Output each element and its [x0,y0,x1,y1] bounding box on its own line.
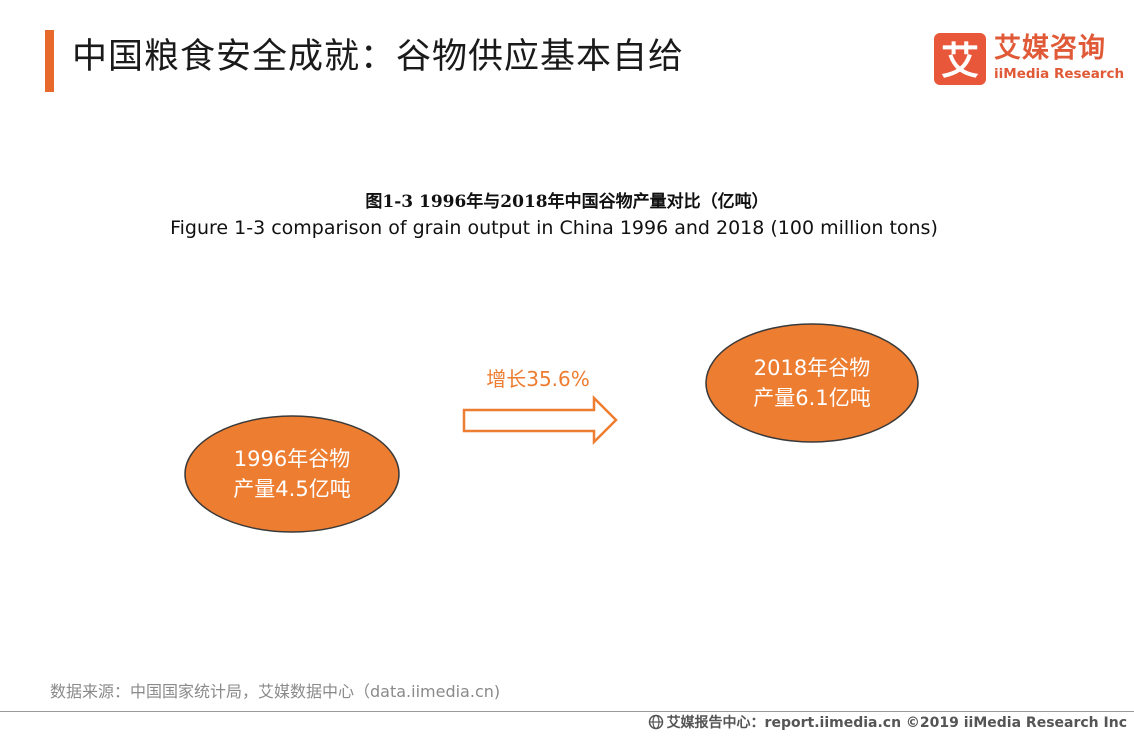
logo-name-cn: 艾媒咨询 [994,33,1106,64]
page-title: 中国粮食安全成就：谷物供应基本自给 [72,37,685,77]
footer-divider [0,711,1134,712]
footer-text: 艾媒报告中心：report.iimedia.cn ©2019 iiMedia R… [666,715,1127,731]
node-2018-line2: 产量6.1亿吨 [753,386,870,410]
growth-arrow-icon [462,394,618,446]
footer: 艾媒报告中心：report.iimedia.cn ©2019 iiMedia R… [648,713,1127,736]
source-note: 数据来源：中国国家统计局，艾媒数据中心（data.iimedia.cn) [50,682,501,701]
logo-mark-char: 艾 [941,39,979,83]
node-1996-line2: 产量4.5亿吨 [233,477,350,501]
globe-icon [648,714,664,736]
growth-label: 增长35.6% [486,367,590,391]
logo-mark-icon: 艾 [934,33,986,85]
node-2018 [705,323,919,443]
title-accent-bar [45,30,54,92]
logo-name-en: iiMedia Research [994,66,1125,82]
figure-title-en: Figure 1-3 comparison of grain output in… [170,217,938,239]
node-1996-line1: 1996年谷物 [234,447,350,471]
node-1996 [184,415,400,533]
figure-title-cn: 图1-3 1996年与2018年中国谷物产量对比（亿吨） [365,192,769,212]
brand-logo: 艾 艾媒咨询 iiMedia Research [934,33,1124,85]
node-2018-line1: 2018年谷物 [754,356,870,380]
